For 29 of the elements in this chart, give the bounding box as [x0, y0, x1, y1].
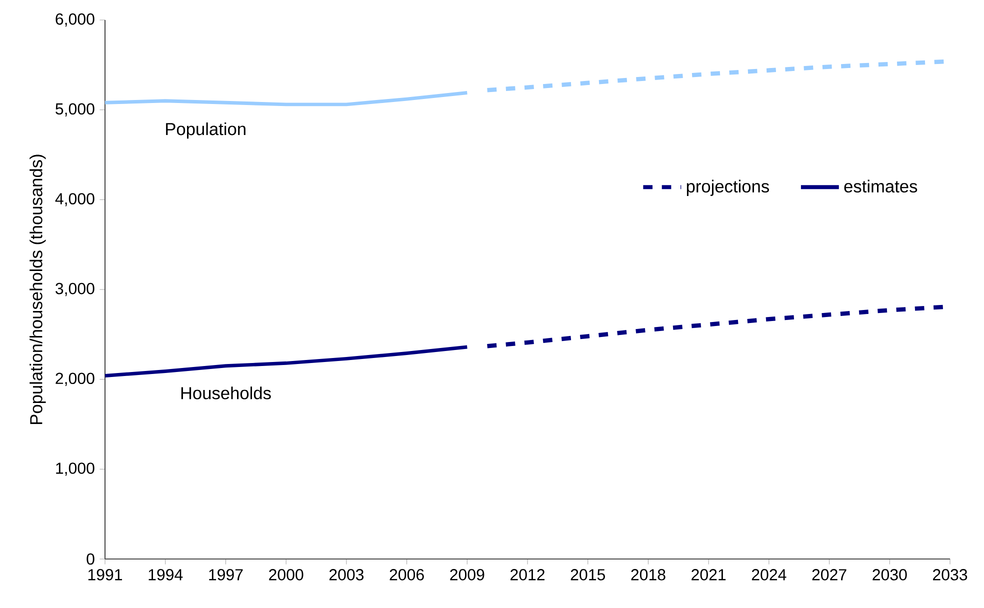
x-tick-label: 2027: [812, 569, 846, 580]
y-tick-label: 4,000: [55, 193, 94, 206]
y-axis-title: Population/households (thousands): [30, 154, 46, 424]
x-tick-label: 2018: [631, 569, 666, 580]
x-tick-label: 2006: [390, 569, 424, 580]
line-series: [103, 345, 469, 378]
legend-label: estimates: [844, 180, 918, 193]
y-tick-label: 5,000: [56, 103, 94, 116]
annotation: Population: [166, 122, 246, 139]
x-tick-label: 1991: [88, 569, 122, 580]
x-tick-label: 1994: [148, 569, 183, 580]
x-tick-label: 2000: [269, 569, 304, 580]
line-series: [103, 91, 469, 106]
y-tick-label: 2,000: [56, 372, 94, 386]
x-tick-label: 2009: [450, 569, 484, 580]
x-tick-label: 2012: [510, 569, 544, 580]
x-tick-label: 2033: [933, 569, 968, 580]
x-tick-label: 2030: [872, 569, 907, 580]
x-tick-label: 2003: [329, 569, 364, 580]
y-tick-label: 1,000: [56, 462, 94, 476]
annotation: Households: [181, 386, 271, 400]
y-tick-label: 6,000: [56, 13, 94, 27]
y-tick-label: 0: [86, 553, 94, 565]
x-tick-label: 2024: [752, 569, 786, 580]
x-tick-label: 2015: [570, 569, 605, 580]
y-tick-label: 3,000: [56, 282, 94, 296]
x-tick-label: 1997: [209, 569, 243, 580]
legend-label: projections: [686, 180, 769, 196]
x-tick-label: 2021: [692, 569, 726, 580]
